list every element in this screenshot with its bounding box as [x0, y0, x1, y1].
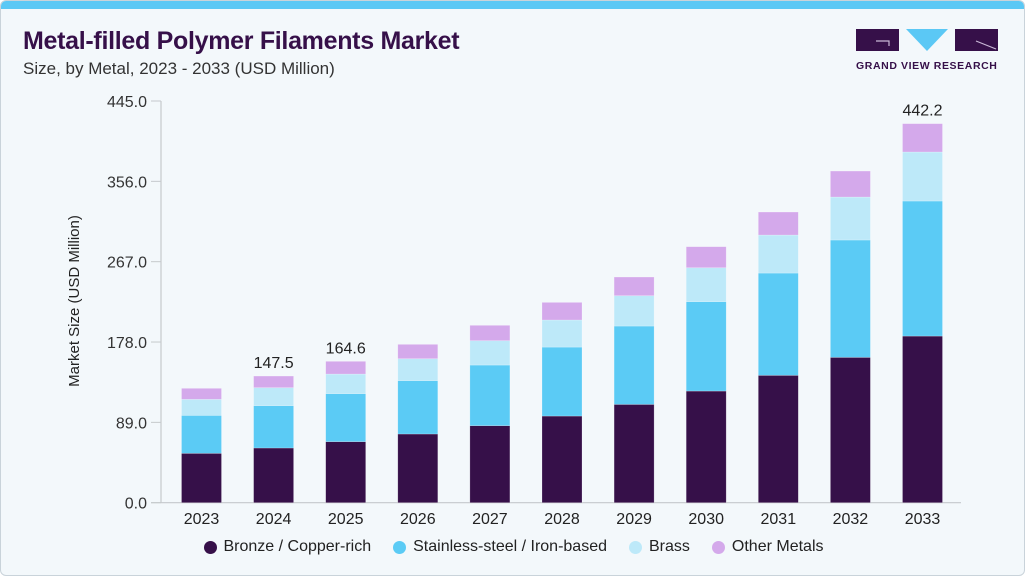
bar-segment-stainless-steel-iron-based: [181, 415, 222, 454]
bar-segment-brass: [181, 399, 222, 416]
bar-segment-brass: [613, 295, 655, 327]
legend-marker-icon: [711, 540, 725, 554]
data-label: 442.2: [902, 103, 942, 120]
bar-segment-stainless-steel-iron-based: [253, 405, 294, 449]
legend-label: Brass: [649, 538, 690, 555]
y-tick-label: 178.0: [107, 335, 147, 352]
bar-segment-stainless-steel-iron-based: [397, 380, 439, 435]
legend-item: Bronze / Copper-rich: [203, 538, 372, 556]
bar-segment-bronze-copper-rich: [685, 390, 727, 504]
x-tick-label: 2023: [184, 511, 220, 528]
bar-segment-bronze-copper-rich: [757, 375, 799, 503]
accent-bar: [1, 1, 1024, 9]
bar-segment-bronze-copper-rich: [469, 425, 511, 504]
legend-label: Stainless-steel / Iron-based: [413, 538, 607, 555]
y-axis-label: Market Size (USD Million): [66, 215, 83, 387]
legend-label: Bronze / Copper-rich: [223, 538, 372, 555]
bar-segment-bronze-copper-rich: [181, 453, 222, 503]
x-tick-label: 2028: [544, 511, 580, 528]
bar-segment-bronze-copper-rich: [325, 441, 367, 503]
chart-subtitle: Size, by Metal, 2023 - 2033 (USD Million…: [23, 59, 335, 78]
bar-segment-other-metals: [253, 375, 294, 388]
legend-item: Brass: [629, 538, 690, 556]
bar-segment-brass: [830, 196, 871, 241]
bar-segment-stainless-steel-iron-based: [613, 325, 655, 405]
bar-segment-other-metals: [685, 246, 727, 269]
bar-segment-bronze-copper-rich: [902, 335, 943, 503]
bar-segment-other-metals: [902, 123, 943, 153]
bar-segment-other-metals: [469, 325, 511, 341]
bar-segment-stainless-steel-iron-based: [685, 301, 727, 392]
x-tick-label: 2030: [688, 511, 724, 528]
bar-segment-stainless-steel-iron-based: [469, 364, 511, 426]
x-tick-label: 2024: [256, 511, 292, 528]
bar-segment-bronze-copper-rich: [830, 357, 871, 503]
bar-segment-bronze-copper-rich: [397, 433, 439, 504]
data-label: 164.6: [326, 340, 366, 357]
chart-title: Metal-filled Polymer Filaments Market: [23, 27, 460, 55]
bar-segment-other-metals: [613, 276, 655, 297]
x-tick-label: 2032: [833, 511, 869, 528]
bar-segment-other-metals: [830, 170, 871, 198]
logo-text: GRAND VIEW RESEARCH: [856, 60, 998, 72]
bar-segment-stainless-steel-iron-based: [830, 239, 871, 358]
y-tick-label: 356.0: [107, 174, 147, 191]
data-label: 147.5: [254, 355, 294, 372]
x-tick-label: 2026: [400, 511, 436, 528]
bar-segment-brass: [685, 267, 727, 302]
bar-segment-other-metals: [325, 361, 367, 375]
bar-segment-stainless-steel-iron-based: [902, 200, 943, 337]
bar-segment-stainless-steel-iron-based: [325, 393, 367, 442]
y-tick-label: 267.0: [107, 255, 147, 272]
y-tick-label: 445.0: [107, 94, 147, 111]
bar-segment-other-metals: [757, 211, 799, 236]
bar-segment-other-metals: [181, 388, 222, 400]
bar-segment-bronze-copper-rich: [253, 447, 294, 503]
x-tick-label: 2025: [328, 511, 364, 528]
bar-segment-brass: [253, 387, 294, 406]
legend-item: Stainless-steel / Iron-based: [393, 538, 607, 556]
y-tick-label: 89.0: [116, 415, 147, 432]
y-tick-label: 0.0: [125, 496, 147, 513]
legend-item: Other Metals: [711, 538, 824, 556]
bar-segment-brass: [325, 373, 367, 394]
bar-segment-brass: [541, 319, 583, 348]
legend-marker-icon: [203, 540, 217, 554]
legend-marker-icon: [629, 540, 642, 554]
legend-marker-icon: [393, 540, 407, 554]
legend-label: Other Metals: [731, 538, 824, 555]
bar-segment-brass: [902, 151, 943, 202]
x-tick-label: 2031: [761, 511, 797, 528]
bar-segment-other-metals: [541, 302, 583, 321]
bar-segment-bronze-copper-rich: [613, 404, 655, 503]
bar-segment-other-metals: [397, 344, 439, 360]
bar-segment-brass: [469, 340, 511, 366]
grand-view-research-logo: [856, 29, 998, 51]
bar-segment-brass: [757, 234, 799, 274]
bar-segment-stainless-steel-iron-based: [757, 272, 799, 376]
x-tick-label: 2029: [616, 511, 652, 528]
x-tick-label: 2027: [472, 511, 508, 528]
bar-segment-bronze-copper-rich: [541, 415, 583, 504]
bar-segment-stainless-steel-iron-based: [541, 346, 583, 417]
legend: Bronze / Copper-rich Stainless-steel / Ir…: [1, 538, 1024, 556]
bar-segment-brass: [397, 358, 439, 381]
x-tick-label: 2033: [905, 511, 941, 528]
